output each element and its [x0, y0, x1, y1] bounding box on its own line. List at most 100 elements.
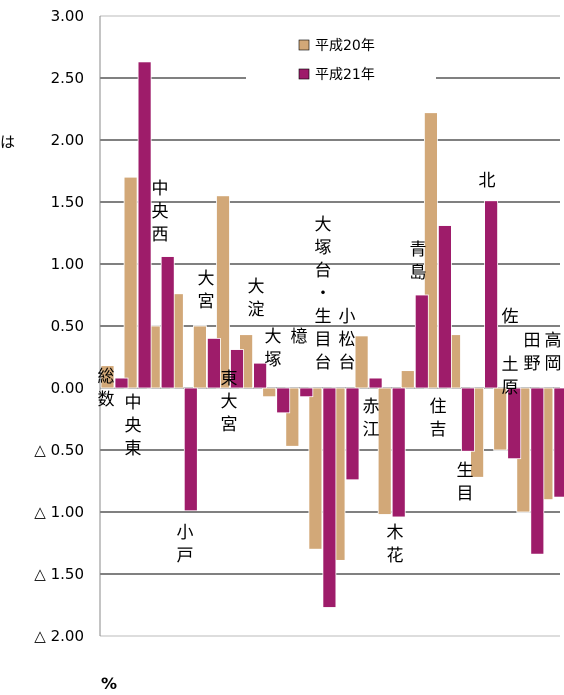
- bar-h21: [391, 387, 406, 518]
- bar-h20: [100, 365, 115, 389]
- unit-label: %: [101, 674, 117, 693]
- category-label-char: 中: [152, 179, 169, 199]
- category-label-char: 島: [410, 263, 427, 283]
- category-label-char: 宮: [221, 415, 238, 435]
- category-label-char: 大: [198, 269, 215, 289]
- y-tick-label: 2.00: [51, 131, 84, 149]
- legend-label-h20: 平成20年: [315, 38, 375, 54]
- category-label-char: 塚: [315, 238, 332, 258]
- category-label-char: 北: [479, 171, 496, 191]
- bar-h21: [137, 61, 152, 389]
- category-label-char: 塚: [265, 350, 282, 370]
- category-label-char: 青: [410, 240, 427, 260]
- bar-h21: [437, 225, 452, 389]
- bar-h20: [377, 387, 392, 515]
- category-label-char: 西: [152, 225, 169, 245]
- category-label-char: 宮: [198, 292, 215, 312]
- category-label-char: 台: [315, 353, 332, 373]
- bar-h20: [308, 387, 323, 550]
- category-label-char: 住: [430, 397, 447, 417]
- category-label-char: 大: [248, 277, 265, 297]
- category-label-char: 戸: [177, 546, 194, 566]
- bar-h21: [322, 387, 337, 608]
- category-label-char: 檍: [291, 327, 308, 347]
- category-label-char: 東: [221, 369, 238, 389]
- category-label-char: 木: [387, 523, 404, 543]
- category-label-char: 総: [98, 367, 115, 387]
- y-tick-label: 1.50: [51, 193, 84, 211]
- category-label-char: 大: [221, 392, 238, 412]
- category-label-char: ・: [315, 284, 332, 304]
- category-label-char: 央: [125, 416, 142, 436]
- category-label-char: 花: [387, 546, 404, 566]
- category-label-char: 目: [315, 330, 332, 350]
- y-tick-label: 3.00: [51, 7, 84, 25]
- y-tick-label: 0.50: [51, 317, 84, 335]
- legend-label-h21: 平成21年: [315, 67, 375, 83]
- category-label-char: 央: [152, 202, 169, 222]
- category-label-char: 数: [98, 390, 115, 410]
- side-text: は: [0, 133, 15, 151]
- bar-h20: [192, 325, 207, 389]
- bar-h21: [461, 387, 475, 452]
- bar-h20: [354, 335, 369, 389]
- bar-h21: [206, 337, 221, 389]
- category-label-char: 土: [502, 355, 519, 375]
- bar-h20: [262, 387, 277, 398]
- bar-h21: [230, 349, 244, 389]
- category-label-char: 中: [125, 393, 142, 413]
- y-tick-label: 0.00: [51, 379, 84, 397]
- bar-h21: [530, 387, 545, 555]
- category-labels: 総数 中央東中央西小戸大宮東大宮大淀大塚檍大塚台・生目台小松台赤江木花青島住吉生目…: [98, 171, 562, 566]
- legend: 平成20年 平成21年: [246, 30, 436, 88]
- category-label-char: 台: [339, 353, 356, 373]
- category-label-char: 赤: [363, 397, 380, 417]
- y-tick-label: △ 1.00: [34, 503, 84, 521]
- y-tick-label: 1.00: [51, 255, 84, 273]
- y-tick-label: △ 0.50: [34, 441, 84, 459]
- category-label-char: 江: [363, 420, 380, 440]
- bar-h21: [553, 387, 564, 498]
- category-label-char: 高: [545, 331, 562, 351]
- y-tick-label: △ 1.50: [34, 565, 84, 583]
- category-label-char: 東: [125, 439, 142, 459]
- category-label-char: 佐: [502, 307, 519, 327]
- category-label-char: 田: [524, 331, 541, 351]
- legend-swatch-h20: [298, 39, 310, 51]
- category-label-char: 目: [457, 484, 474, 504]
- category-label-char: 吉: [430, 420, 447, 440]
- category-label-char: 岡: [545, 354, 562, 374]
- category-label-char: 生: [457, 461, 474, 481]
- category-label-char: 小: [339, 307, 356, 327]
- y-tick-label: 2.50: [51, 69, 84, 87]
- bar-h21: [484, 200, 499, 389]
- bar-h21: [114, 377, 129, 389]
- bar-h21: [253, 362, 268, 389]
- bar-h20: [123, 176, 138, 389]
- category-label-char: 野: [524, 354, 541, 374]
- category-label-char: 松: [339, 330, 356, 350]
- bar-h21: [276, 387, 291, 414]
- bars: [100, 61, 564, 608]
- category-label-char: 大: [315, 215, 332, 235]
- bar-h21: [183, 387, 198, 512]
- bar-h21: [414, 294, 429, 389]
- bar-h21: [160, 256, 175, 389]
- y-tick-label: △ 2.00: [34, 627, 84, 645]
- bar-h20: [400, 370, 415, 389]
- bar-h21: [345, 387, 360, 481]
- category-label-char: 台: [315, 261, 332, 281]
- y-tick-labels: 3.00 2.50 2.00 1.50 1.00 0.50 0.00 △ 0.50 △ 1.00…: [34, 7, 84, 645]
- category-label-char: 生: [315, 307, 332, 327]
- category-label-char: 小: [177, 523, 194, 543]
- bar-h21: [507, 387, 522, 460]
- category-label-char: 原: [502, 378, 519, 398]
- bar-h20: [493, 387, 508, 451]
- category-label-char: 淀: [248, 300, 265, 320]
- category-label-char: 大: [265, 327, 282, 347]
- legend-bg: [246, 30, 436, 88]
- bar-h21: [299, 387, 314, 398]
- bar-h21: [368, 377, 383, 389]
- legend-swatch-h21: [298, 68, 310, 80]
